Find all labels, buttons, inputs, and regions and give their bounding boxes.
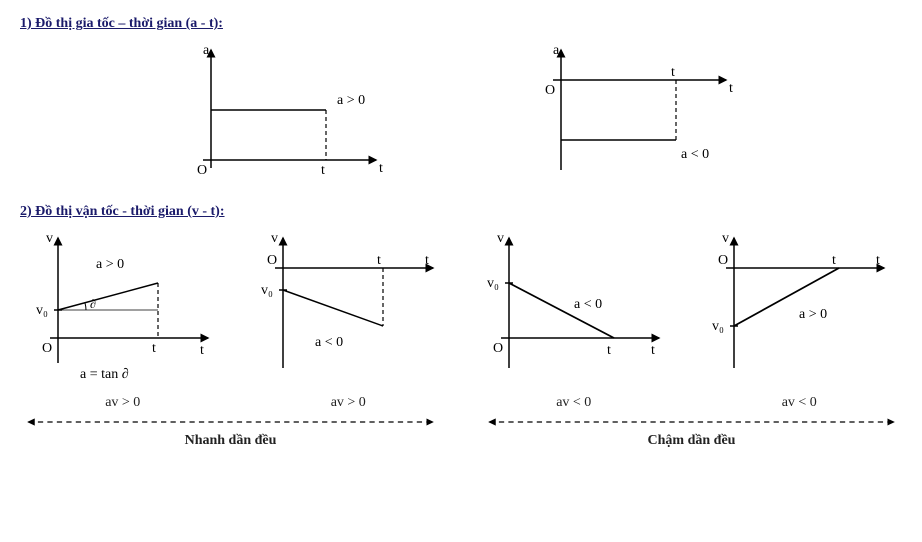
section1-chart-row: a t O a > 0 t a t O t a < 0	[20, 40, 902, 190]
svg-text:a > 0: a > 0	[96, 257, 124, 272]
svg-text:O: O	[718, 253, 728, 268]
section2-title: 2) Đồ thị vận tốc - thời gian (v - t):	[20, 204, 902, 220]
chart-v-3: v t O v₀ a < 0 t av < 0	[479, 228, 669, 411]
svg-text:t: t	[200, 343, 204, 358]
group-left: Nhanh dần đều	[20, 415, 441, 449]
svg-text:v₀: v₀	[487, 276, 499, 291]
chart-v-4-caption: av < 0	[782, 395, 817, 411]
svg-text:a = tan ∂: a = tan ∂	[80, 367, 129, 382]
chart-v-2: v t O v₀ t a < 0 av > 0	[253, 228, 443, 411]
group-row: Nhanh dần đều Chậm dần đều	[20, 415, 902, 449]
bracket-right-icon	[481, 415, 902, 429]
svg-text:t: t	[377, 253, 381, 268]
chart-a-positive: a t O a > 0 t	[181, 40, 391, 190]
svg-text:O: O	[197, 163, 207, 178]
svg-text:O: O	[493, 341, 503, 356]
chart-a-negative: a t O t a < 0	[531, 40, 741, 190]
group-right-label: Chậm dần đều	[648, 433, 736, 449]
svg-text:t: t	[607, 343, 611, 358]
chart-v-1-caption: av > 0	[105, 395, 140, 411]
svg-text:t: t	[832, 253, 836, 268]
svg-text:O: O	[267, 253, 277, 268]
group-right: Chậm dần đều	[481, 415, 902, 449]
svg-text:a: a	[553, 43, 560, 58]
section2-chart-row: v t O v₀ ∂ a > 0 t a = tan ∂ av > 0 v	[20, 228, 902, 411]
svg-text:t: t	[729, 81, 733, 96]
svg-text:a: a	[203, 43, 210, 58]
svg-text:t: t	[876, 253, 880, 268]
svg-text:v₀: v₀	[712, 319, 724, 334]
chart-v-1: v t O v₀ ∂ a > 0 t a = tan ∂ av > 0	[28, 228, 218, 411]
group-left-label: Nhanh dần đều	[185, 433, 277, 449]
svg-text:t: t	[651, 343, 655, 358]
svg-text:∂: ∂	[90, 297, 96, 311]
svg-text:a < 0: a < 0	[315, 335, 343, 350]
svg-text:a < 0: a < 0	[574, 297, 602, 312]
svg-text:v: v	[497, 231, 504, 246]
svg-text:t: t	[152, 341, 156, 356]
svg-text:a > 0: a > 0	[799, 307, 827, 322]
chart-v-3-caption: av < 0	[556, 395, 591, 411]
svg-text:O: O	[42, 341, 52, 356]
svg-text:v: v	[46, 231, 53, 246]
svg-text:t: t	[379, 161, 383, 176]
svg-text:v₀: v₀	[261, 283, 273, 298]
bracket-left-icon	[20, 415, 441, 429]
svg-text:t: t	[321, 163, 325, 178]
svg-text:a < 0: a < 0	[681, 147, 709, 162]
svg-text:t: t	[671, 65, 675, 80]
chart-v-4: v t O v₀ a > 0 t av < 0	[704, 228, 894, 411]
svg-text:v₀: v₀	[36, 303, 48, 318]
chart-v-2-caption: av > 0	[331, 395, 366, 411]
svg-text:O: O	[545, 83, 555, 98]
svg-text:v: v	[271, 231, 278, 246]
svg-text:a > 0: a > 0	[337, 93, 365, 108]
svg-text:t: t	[425, 253, 429, 268]
svg-text:v: v	[722, 231, 729, 246]
section1-title: 1) Đồ thị gia tốc – thời gian (a - t):	[20, 16, 902, 32]
